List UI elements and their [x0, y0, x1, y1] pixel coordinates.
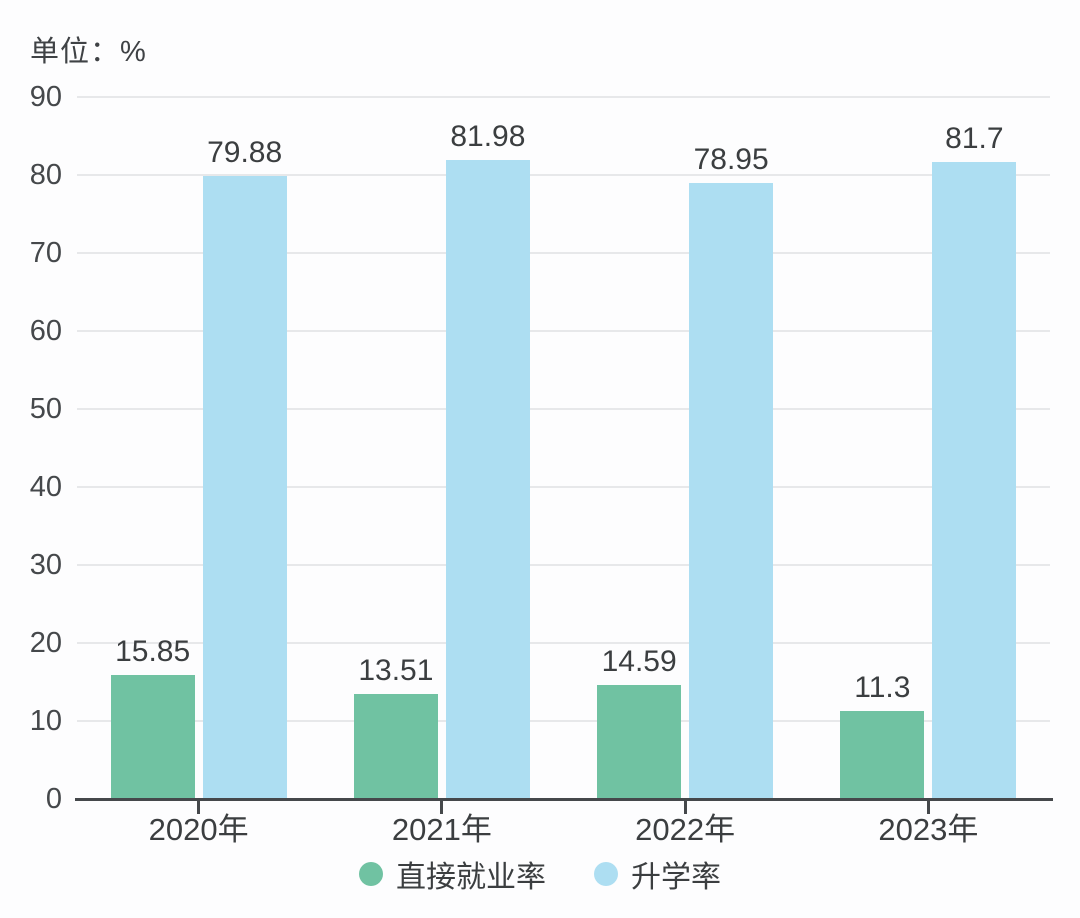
value-label: 15.85 [115, 635, 191, 669]
bar-升学率-2020年 [202, 175, 287, 799]
bar-升学率-2023年 [932, 161, 1017, 799]
legend-dot-icon [359, 862, 383, 886]
x-axis-line [75, 798, 1053, 801]
gridline [77, 720, 1050, 722]
legend: 直接就业率 升学率 [0, 852, 1080, 896]
bar-升学率-2021年 [445, 159, 530, 799]
value-label: 81.7 [945, 121, 1004, 155]
gridline [77, 96, 1050, 98]
x-axis-label: 2022年 [635, 812, 736, 847]
bar-直接就业率-2022年 [597, 685, 682, 799]
y-axis-label: 30 [29, 549, 62, 581]
value-label: 81.98 [450, 119, 526, 153]
y-axis-label: 50 [29, 393, 62, 425]
value-label: 79.88 [207, 135, 283, 169]
gridline [77, 486, 1050, 488]
y-axis-label: 90 [29, 81, 62, 113]
x-axis-label: 2020年 [148, 812, 249, 847]
bar-升学率-2022年 [689, 183, 774, 799]
legend-dot-icon [594, 862, 618, 886]
y-axis-label: 20 [29, 627, 62, 659]
gridline [77, 408, 1050, 410]
legend-label: 直接就业率 [396, 861, 546, 894]
gridline [77, 564, 1050, 566]
legend-item-直接就业率: 直接就业率 [359, 852, 546, 896]
x-tick [440, 801, 444, 814]
value-label: 11.3 [854, 670, 911, 704]
gridline [77, 252, 1050, 254]
value-label: 14.59 [601, 645, 677, 679]
legend-label: 升学率 [631, 861, 721, 894]
x-axis-label: 2021年 [391, 812, 492, 847]
x-tick [926, 801, 930, 814]
value-label: 78.95 [693, 143, 769, 177]
unit-label: 单位：% [30, 36, 147, 68]
bar-直接就业率-2023年 [840, 710, 925, 799]
y-axis-label: 80 [29, 159, 62, 191]
y-axis-label: 40 [29, 471, 62, 503]
value-label: 13.51 [358, 653, 434, 687]
x-tick [683, 801, 687, 814]
gridline [77, 642, 1050, 644]
y-axis-label: 0 [45, 783, 62, 815]
y-axis-label: 70 [29, 237, 62, 269]
y-axis-label: 10 [29, 705, 62, 737]
x-axis-label: 2023年 [878, 812, 979, 847]
legend-item-升学率: 升学率 [594, 852, 721, 896]
x-tick [197, 801, 201, 814]
gridline [77, 174, 1050, 176]
gridline [77, 330, 1050, 332]
y-axis-label: 60 [29, 315, 62, 347]
bar-直接就业率-2020年 [110, 675, 195, 799]
bar-直接就业率-2021年 [353, 693, 438, 799]
